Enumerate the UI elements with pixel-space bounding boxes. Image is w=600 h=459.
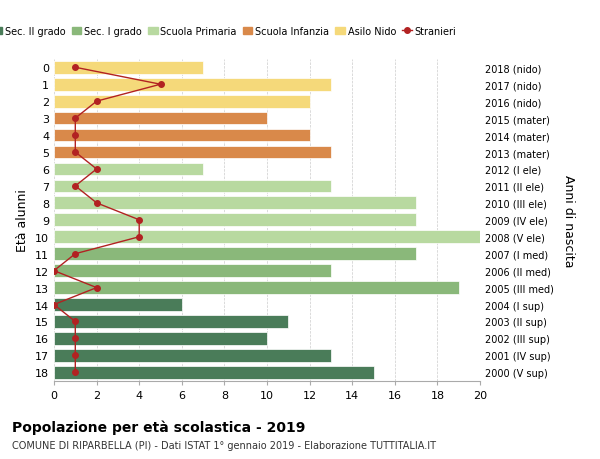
Bar (54, 332, 267, 345)
Bar (54, 62, 203, 74)
Bar (54, 95, 310, 108)
Text: COMUNE DI RIPARBELLA (PI) - Dati ISTAT 1° gennaio 2019 - Elaborazione TUTTITALIA: COMUNE DI RIPARBELLA (PI) - Dati ISTAT 1… (12, 440, 436, 450)
Bar (54, 78, 331, 91)
Y-axis label: Età alunni: Età alunni (16, 189, 29, 252)
Bar (54, 265, 331, 277)
Bar (54, 366, 373, 379)
Bar (54, 349, 331, 362)
Bar (54, 112, 267, 125)
Bar (54, 248, 416, 261)
Bar (54, 315, 289, 328)
Bar (54, 231, 480, 244)
Bar (54, 180, 331, 193)
Bar (54, 163, 203, 176)
Bar (54, 129, 310, 142)
Bar (54, 214, 416, 227)
Bar (54, 282, 459, 294)
Bar (54, 146, 331, 159)
Bar (54, 298, 182, 311)
Legend: Sec. II grado, Sec. I grado, Scuola Primaria, Scuola Infanzia, Asilo Nido, Stran: Sec. II grado, Sec. I grado, Scuola Prim… (0, 23, 460, 40)
Y-axis label: Anni di nascita: Anni di nascita (562, 174, 575, 267)
Text: Popolazione per età scolastica - 2019: Popolazione per età scolastica - 2019 (12, 420, 305, 435)
Bar (54, 197, 416, 210)
